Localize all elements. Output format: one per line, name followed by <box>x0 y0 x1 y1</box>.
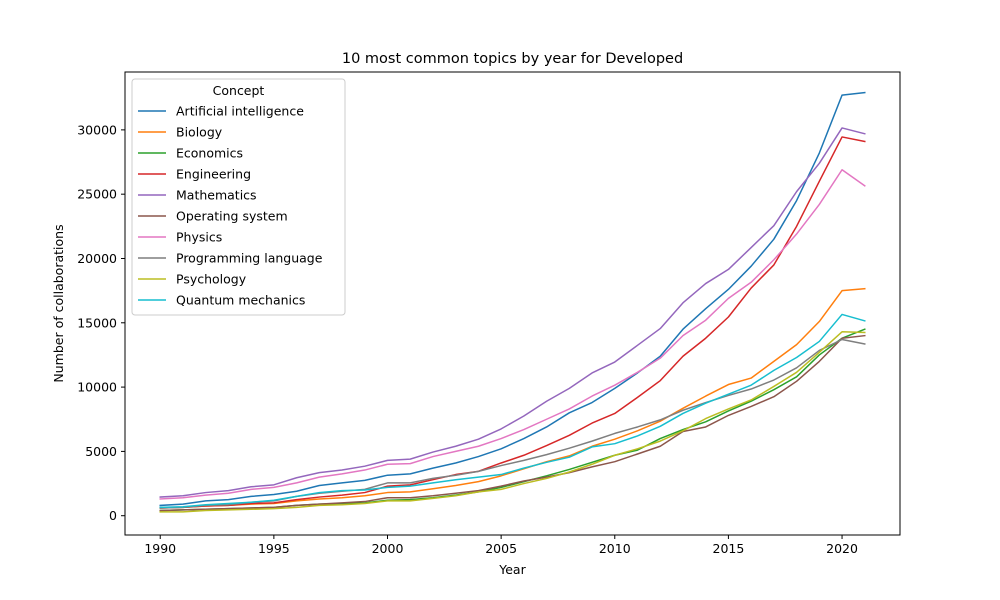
x-axis: 1990 1995 2000 2005 2010 2015 2020 <box>144 535 858 556</box>
y-tick-label: 5000 <box>85 444 117 459</box>
y-tick-label: 20000 <box>77 251 117 266</box>
series-layer <box>159 91 866 513</box>
series-line-biology <box>159 287 866 509</box>
y-axis: 0 5000 10000 15000 20000 25000 30000 <box>77 122 125 523</box>
legend-box <box>131 78 346 316</box>
series-line-physics <box>159 168 866 500</box>
legend-items: Artificial intelligence Biology Economics E… <box>138 104 323 308</box>
legend-label: Artificial intelligence <box>176 104 304 119</box>
series-line-mathematics <box>159 127 866 498</box>
y-tick-label: 0 <box>109 508 117 523</box>
y-tick-label: 10000 <box>77 380 117 395</box>
legend-label: Biology <box>176 125 223 140</box>
x-tick-label: 2005 <box>485 541 517 556</box>
chart-title: 10 most common topics by year for Develo… <box>342 51 683 67</box>
x-tick-label: 2020 <box>826 541 858 556</box>
legend-label: Mathematics <box>176 188 257 203</box>
x-axis-label: Year <box>498 562 526 577</box>
y-tick-label: 15000 <box>77 315 117 330</box>
legend-label: Quantum mechanics <box>176 293 305 308</box>
series-line-quantum-mechanics <box>159 313 866 509</box>
legend-label: Engineering <box>176 167 251 182</box>
y-tick-label: 25000 <box>77 187 117 202</box>
y-tick-label: 30000 <box>77 122 117 137</box>
legend-label: Economics <box>176 146 243 161</box>
x-tick-label: 1995 <box>258 541 290 556</box>
x-tick-label: 1990 <box>144 541 176 556</box>
legend-label: Programming language <box>176 251 323 266</box>
legend-title: Concept <box>213 83 265 98</box>
legend: Concept Artificial intelligence Biology Ec… <box>131 78 346 316</box>
axes-frame <box>124 71 901 536</box>
legend-label: Operating system <box>176 209 288 224</box>
series-line-artificial-intelligence <box>159 91 866 507</box>
x-tick-label: 2000 <box>372 541 404 556</box>
x-tick-label: 2015 <box>713 541 745 556</box>
legend-label: Psychology <box>176 272 247 287</box>
series-line-engineering <box>159 136 866 509</box>
x-tick-label: 2010 <box>599 541 631 556</box>
series-line-psychology <box>159 331 866 513</box>
series-line-programming-language <box>159 338 866 509</box>
series-line-operating-system <box>159 334 866 512</box>
legend-label: Physics <box>176 230 222 245</box>
y-axis-label: Number of collaborations <box>51 224 66 382</box>
